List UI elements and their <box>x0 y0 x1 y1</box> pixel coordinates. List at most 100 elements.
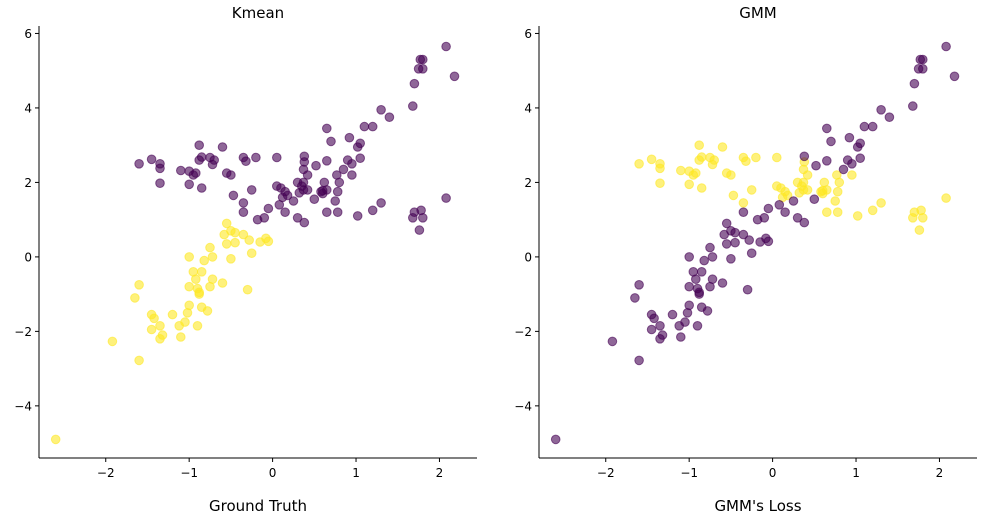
scatter-point <box>649 313 659 324</box>
scatter-point <box>634 280 644 290</box>
scatter-point <box>238 207 249 217</box>
y-tick-label: 6 <box>524 27 532 41</box>
y-tick-label: −2 <box>14 325 32 339</box>
scatter-point <box>655 178 665 188</box>
scatter-point <box>347 159 357 169</box>
scatter-point <box>811 160 821 171</box>
scatter-point <box>221 218 232 229</box>
scatter-point <box>707 252 718 262</box>
scatter-point <box>332 186 343 197</box>
x-tick-label: 0 <box>769 466 777 480</box>
scatter-point <box>352 211 363 221</box>
scatter-point <box>322 156 332 166</box>
scatter-point <box>302 185 313 195</box>
scatter-point <box>441 41 451 52</box>
scatter-point <box>707 274 718 285</box>
x-tick-label: 0 <box>269 466 277 480</box>
scatter-point <box>263 203 274 214</box>
scatter-point <box>155 178 165 188</box>
scatter-point <box>230 237 240 248</box>
scatter-point <box>699 255 710 266</box>
scatter-point <box>384 112 395 122</box>
scatter-point <box>774 200 785 210</box>
scatter-point <box>184 252 194 262</box>
scatter-point <box>630 293 640 303</box>
scatter-point <box>367 121 378 132</box>
scatter-point <box>607 336 618 347</box>
scatter-point <box>134 280 144 290</box>
y-tick-label: 0 <box>24 250 32 264</box>
scatter-point <box>780 207 790 217</box>
scatter-point <box>196 267 207 277</box>
scatter-point <box>292 213 303 223</box>
scatter-point <box>646 154 657 165</box>
scatter-point <box>134 355 144 366</box>
scatter-point <box>194 287 204 298</box>
scatter-point <box>246 185 257 195</box>
scatter-point <box>788 196 799 206</box>
scatter-point <box>221 239 232 249</box>
scatter-point <box>730 237 740 248</box>
scatter-point <box>696 183 707 193</box>
scatter-point <box>359 121 370 132</box>
scatter-point <box>914 225 925 235</box>
scatter-point <box>822 207 832 217</box>
scatter-point <box>855 138 866 149</box>
scatter-point <box>134 159 144 169</box>
scatter-point <box>738 229 749 240</box>
y-tick-label: 2 <box>24 176 32 190</box>
scatter-point <box>355 153 366 163</box>
scatter-point <box>326 136 336 147</box>
scatter-point <box>230 227 240 238</box>
scatter-point <box>802 170 813 180</box>
scatter-point <box>949 71 960 82</box>
x-tick-label: −2 <box>97 466 115 480</box>
scatter-point <box>798 177 809 188</box>
scatter-point <box>330 196 341 206</box>
scatter-point <box>646 324 657 335</box>
x-axis-label: GMM's Loss <box>714 497 801 515</box>
scatter-point <box>855 153 866 163</box>
scatter-point <box>50 434 61 445</box>
scatter-point <box>751 152 761 163</box>
scatter-point <box>176 332 186 342</box>
y-tick-label: 0 <box>524 250 532 264</box>
scatter-point <box>344 132 355 143</box>
scatter-point <box>244 235 254 245</box>
scatter-point <box>298 177 309 188</box>
scatter-point <box>822 185 832 195</box>
scatter-point <box>309 194 320 204</box>
y-tick-label: −4 <box>514 399 532 413</box>
scatter-point <box>441 193 451 203</box>
scatter-point <box>238 198 249 208</box>
scatter-point <box>322 185 332 195</box>
scatter-point <box>302 170 313 180</box>
scatter-point <box>909 78 920 89</box>
scatter-point <box>376 198 386 208</box>
scatter-points <box>50 41 460 445</box>
scatter-point <box>667 309 678 320</box>
scatter-point <box>684 179 695 190</box>
scatter-point <box>918 213 928 223</box>
scatter-point <box>941 193 951 203</box>
scatter-point <box>149 313 159 324</box>
scatter-point <box>280 207 290 217</box>
scatter-point <box>288 196 299 206</box>
scatter-point <box>228 190 239 201</box>
scatter-point <box>809 194 820 204</box>
chart-panel-2: GMM −2 −1 0 1 2 −4 −2 0 2 4 6 GMM's Loss <box>514 4 977 515</box>
scatter-point <box>251 152 261 163</box>
scatter-point <box>738 207 749 217</box>
scatter-point <box>634 159 644 169</box>
scatter-point <box>759 213 770 223</box>
scatter-point <box>696 152 707 162</box>
y-tick-label: 4 <box>24 101 32 115</box>
scatter-point <box>191 274 201 285</box>
scatter-point <box>726 253 736 264</box>
scatter-point <box>414 225 425 235</box>
scatter-point <box>184 300 194 311</box>
scatter-point <box>338 164 349 175</box>
scatter-point <box>263 236 274 247</box>
scatter-point <box>717 278 728 288</box>
x-tick-label: −1 <box>180 466 198 480</box>
